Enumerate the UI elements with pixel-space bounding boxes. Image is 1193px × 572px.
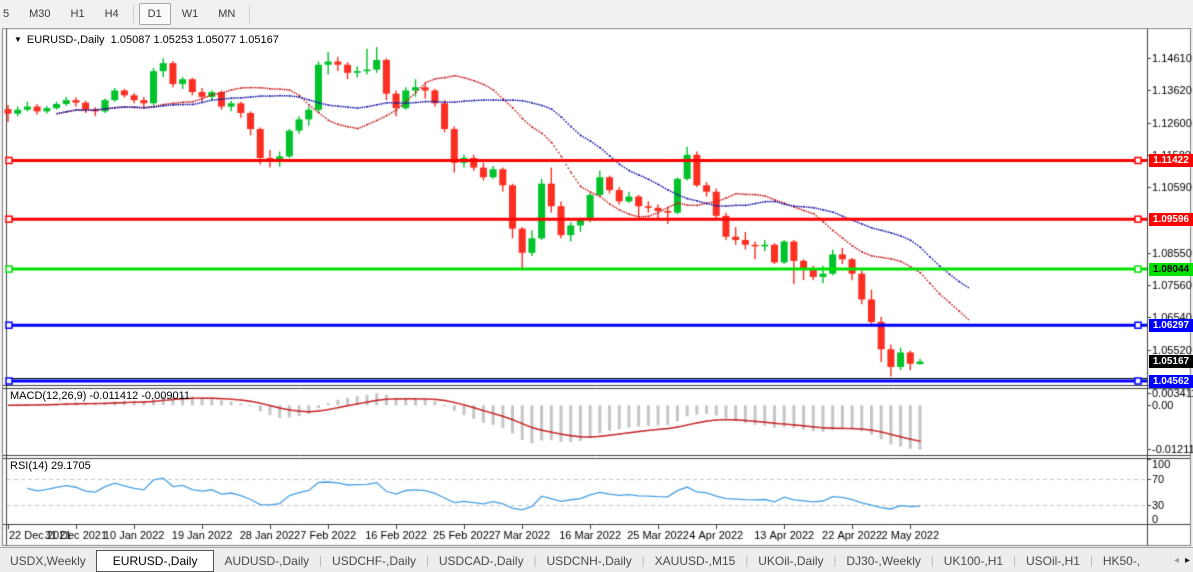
- tab-hk50[interactable]: HK50-,: [1102, 553, 1141, 568]
- macd-name: MACD(12,26,9): [10, 390, 87, 402]
- timeframe-button-w1[interactable]: W1: [181, 8, 199, 20]
- tab-separator: |: [833, 554, 837, 567]
- level-price-label-1.08044: 1.08044: [1149, 262, 1193, 276]
- current-price-label: 1.05167: [1149, 355, 1193, 369]
- rsi-label: RSI(14) 29.1705: [10, 460, 91, 472]
- tab-usdchf-daily[interactable]: USDCHF-,Daily: [332, 553, 417, 568]
- timeframe-button-m30[interactable]: M30: [29, 8, 51, 20]
- tab-dj30-weekly[interactable]: DJ30-,Weekly: [846, 553, 921, 568]
- toolbar-separator: [132, 5, 134, 23]
- tab-usdx-weekly[interactable]: USDX,Weekly: [10, 553, 86, 568]
- tab-scroll-controls: ◂ ▸: [1167, 548, 1190, 572]
- timeframe-button-h1[interactable]: H1: [70, 8, 85, 20]
- level-price-label-1.06297: 1.06297: [1149, 318, 1193, 332]
- tab-scroll-left-icon[interactable]: ◂: [1173, 554, 1179, 566]
- symbol-tabbar: USDX,Weekly EURUSD-,Daily AUDUSD-,Daily | US…: [0, 547, 1193, 572]
- tab-usoil-h1[interactable]: USOil-,H1: [1025, 553, 1080, 568]
- level-price-label-1.11422: 1.11422: [1149, 153, 1193, 167]
- chart-ohlc-values: 1.05087 1.05253 1.05077 1.05167: [110, 34, 279, 46]
- tab-separator: |: [1013, 554, 1016, 567]
- tab-xauusd-m15[interactable]: XAUUSD-,M15: [654, 553, 736, 568]
- tab-eurusd-daily[interactable]: EURUSD-,Daily: [95, 549, 215, 572]
- timeframe-button-d1[interactable]: D1: [138, 3, 171, 25]
- tab-usdcnh-daily[interactable]: USDCNH-,Daily: [546, 553, 632, 568]
- level-price-label-1.04562: 1.04562: [1149, 374, 1193, 388]
- tab-separator: |: [426, 554, 429, 567]
- timeframe-button-mn[interactable]: MN: [218, 8, 236, 20]
- tab-ukoil-daily[interactable]: UKOil-,Daily: [758, 553, 824, 568]
- tab-separator: |: [745, 554, 749, 567]
- chart-symbol-label: EURUSD-,Daily: [26, 34, 105, 46]
- tab-usdcad-daily[interactable]: USDCAD-,Daily: [438, 553, 524, 568]
- tab-audusd-daily[interactable]: AUDUSD-,Daily: [224, 553, 310, 568]
- rsi-name: RSI(14): [10, 460, 48, 472]
- macd-values: -0.011412 -0.009011: [89, 390, 190, 402]
- rsi-value: 29.1705: [50, 460, 91, 472]
- tab-uk100-h1[interactable]: UK100-,H1: [943, 553, 1004, 568]
- tab-separator: |: [641, 554, 645, 567]
- macd-label: MACD(12,26,9) -0.011412 -0.009011: [10, 390, 190, 402]
- tab-separator: |: [533, 554, 537, 567]
- chart-dropdown-icon[interactable]: ▼: [14, 35, 22, 44]
- tab-separator: |: [319, 554, 323, 567]
- toolbar-separator: [249, 5, 251, 23]
- level-price-label-1.09596: 1.09596: [1149, 212, 1193, 226]
- timeframe-toolbar: 5 M30 H1 H4 D1 W1 MN: [0, 0, 1193, 28]
- timeframe-button-5[interactable]: 5: [3, 8, 10, 20]
- tab-separator: |: [930, 554, 934, 567]
- tab-separator: |: [1089, 554, 1093, 567]
- tab-scroll-right-icon[interactable]: ▸: [1184, 554, 1190, 566]
- timeframe-button-h4[interactable]: H4: [104, 8, 119, 20]
- chart-title: ▼ EURUSD-,Daily 1.05087 1.05253 1.05077 1…: [14, 34, 279, 46]
